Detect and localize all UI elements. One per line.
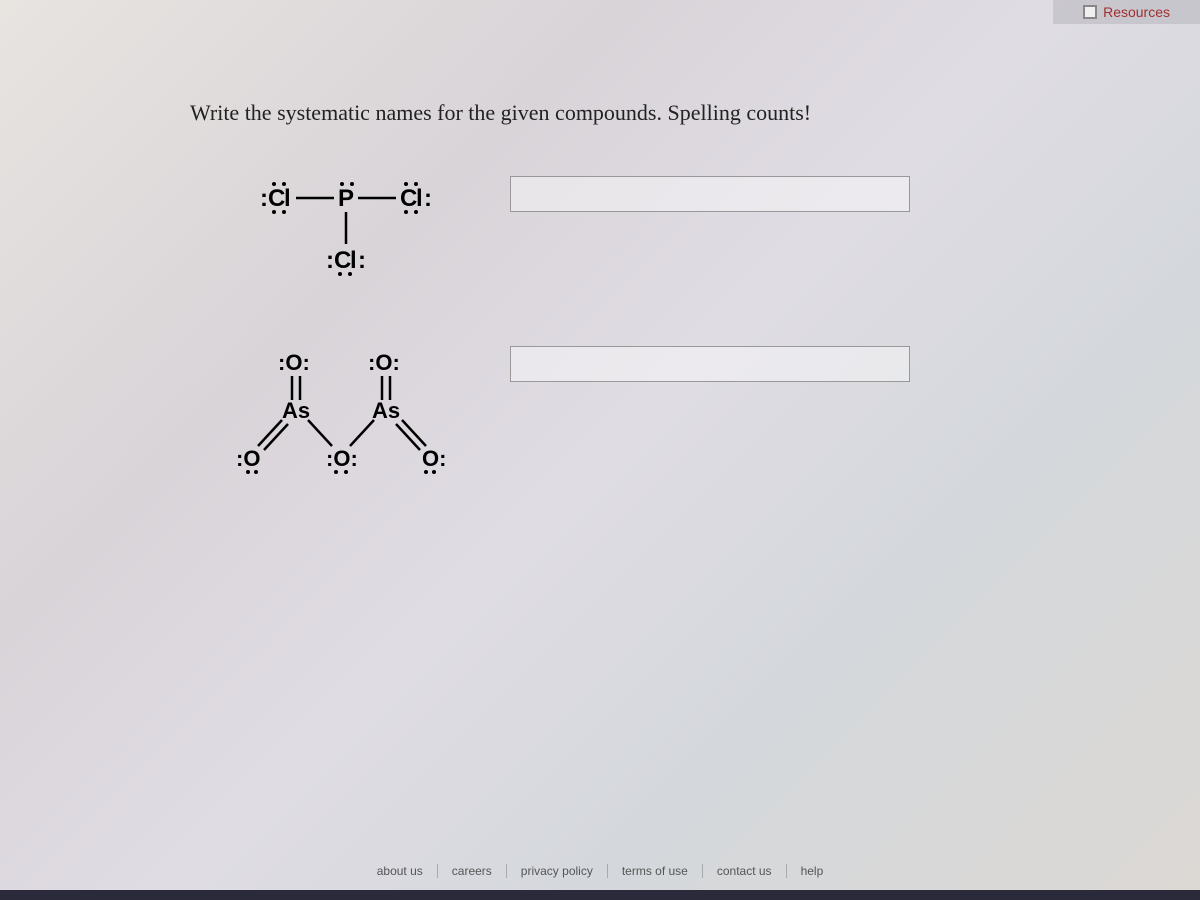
svg-text:l: l (284, 185, 291, 212)
footer-contact-us[interactable]: contact us (703, 864, 787, 878)
svg-text::O:: :O: (368, 350, 400, 375)
svg-text::O: :O (236, 446, 260, 471)
footer: about us careers privacy policy terms of… (0, 864, 1200, 878)
svg-text:l: l (350, 247, 357, 274)
structure-1-svg: : C l P C l : (240, 176, 460, 306)
svg-text::: : (424, 185, 432, 212)
main-content: Write the systematic names for the given… (0, 0, 1200, 496)
svg-text::: : (326, 247, 334, 274)
structure-1: : C l P C l : (190, 176, 510, 306)
resources-label[interactable]: Resources (1103, 4, 1170, 20)
svg-text:As: As (372, 398, 400, 423)
footer-about-us[interactable]: about us (363, 864, 438, 878)
svg-text:O:: O: (422, 446, 446, 471)
compound-row-1: : C l P C l : (190, 176, 1010, 306)
svg-text::O:: :O: (278, 350, 310, 375)
footer-careers[interactable]: careers (438, 864, 507, 878)
svg-text:l: l (416, 185, 423, 212)
resources-checkbox[interactable] (1083, 5, 1097, 19)
svg-text:C: C (334, 247, 351, 274)
answer-input-1[interactable] (510, 176, 910, 212)
answer-input-2[interactable] (510, 346, 910, 382)
footer-privacy-policy[interactable]: privacy policy (507, 864, 608, 878)
svg-text:C: C (268, 185, 285, 212)
structure-2-svg: :O: :O: As As (230, 346, 470, 496)
footer-terms-of-use[interactable]: terms of use (608, 864, 703, 878)
svg-text::O:: :O: (326, 446, 358, 471)
svg-text:P: P (338, 185, 354, 212)
compound-row-2: :O: :O: As As (190, 346, 1010, 496)
svg-text::: : (260, 185, 268, 212)
svg-text:As: As (282, 398, 310, 423)
bottom-strip (0, 890, 1200, 900)
svg-text::: : (358, 247, 366, 274)
question-text: Write the systematic names for the given… (190, 100, 1010, 126)
top-bar: Resources (1053, 0, 1200, 24)
structure-2: :O: :O: As As (190, 346, 510, 496)
svg-text:C: C (400, 185, 417, 212)
footer-help[interactable]: help (787, 864, 838, 878)
